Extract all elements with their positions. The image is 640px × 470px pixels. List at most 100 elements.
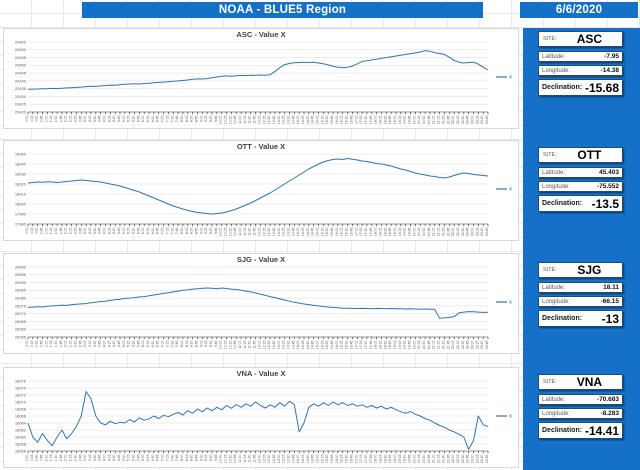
svg-text:18070: 18070 <box>15 399 27 404</box>
longitude-row[interactable]: Longitude: -66.15 <box>538 296 623 307</box>
svg-text:5:15: 5:15 <box>127 115 131 122</box>
svg-text:16:00: 16:00 <box>335 341 339 350</box>
svg-text:1:15: 1:15 <box>49 227 53 234</box>
svg-text:3:15: 3:15 <box>88 454 92 461</box>
svg-text:15:30: 15:30 <box>325 341 329 350</box>
longitude-value: -8.283 <box>600 410 619 417</box>
svg-text:14:15: 14:15 <box>301 116 305 125</box>
header-date-cell[interactable]: 6/6/2020 <box>520 2 638 18</box>
svg-text:16:30: 16:30 <box>345 116 349 125</box>
latitude-row[interactable]: Latitude: -70.683 <box>538 394 623 405</box>
latitude-row[interactable]: Latitude: 18.11 <box>538 282 623 293</box>
svg-text:21:30: 21:30 <box>441 228 445 237</box>
site-row[interactable]: SITE: VNA <box>538 374 623 390</box>
svg-text:14:45: 14:45 <box>311 341 315 350</box>
svg-text:3:00: 3:00 <box>83 340 87 347</box>
svg-text:15:00: 15:00 <box>316 228 320 237</box>
chart-asc[interactable]: 20420 20425 20430 20435 20440 20445 20450 20455… <box>3 28 519 129</box>
declination-row[interactable]: Declination: -13.5 <box>538 195 623 212</box>
svg-text:19:45: 19:45 <box>408 455 412 464</box>
svg-text:7:45: 7:45 <box>175 454 179 461</box>
svg-text:12:30: 12:30 <box>267 341 271 350</box>
svg-text:2:00: 2:00 <box>64 454 68 461</box>
svg-text:16:45: 16:45 <box>349 341 353 350</box>
svg-text:23:15: 23:15 <box>475 228 479 237</box>
svg-text:0:45: 0:45 <box>40 454 44 461</box>
svg-text:14:30: 14:30 <box>306 116 310 125</box>
svg-text:5:45: 5:45 <box>136 227 140 234</box>
svg-text:8:00: 8:00 <box>180 115 184 122</box>
svg-text:14:15: 14:15 <box>301 455 305 464</box>
svg-text:19:30: 19:30 <box>403 228 407 237</box>
svg-text:17:15: 17:15 <box>359 455 363 464</box>
svg-text:5:00: 5:00 <box>122 227 126 234</box>
svg-text:4:15: 4:15 <box>107 340 111 347</box>
svg-text:2:00: 2:00 <box>64 227 68 234</box>
svg-text:22:15: 22:15 <box>456 341 460 350</box>
svg-text:26375: 26375 <box>15 303 27 308</box>
declination-row[interactable]: Declination: -15.68 <box>538 79 623 96</box>
svg-text:10:45: 10:45 <box>233 228 237 237</box>
chart-title: SJG - Value X <box>236 255 286 264</box>
svg-text:X: X <box>509 300 512 305</box>
site-row[interactable]: SITE: ASC <box>538 31 623 47</box>
site-row[interactable]: SITE: OTT <box>538 147 623 163</box>
site-row[interactable]: SITE: SJG <box>538 262 623 278</box>
svg-text:16:30: 16:30 <box>345 228 349 237</box>
svg-text:20:45: 20:45 <box>427 341 431 350</box>
svg-text:16:00: 16:00 <box>335 455 339 464</box>
svg-text:18050: 18050 <box>15 151 27 156</box>
svg-text:9:15: 9:15 <box>204 454 208 461</box>
svg-text:11:45: 11:45 <box>253 115 257 123</box>
svg-text:16:00: 16:00 <box>335 228 339 237</box>
svg-text:8:45: 8:45 <box>195 340 199 347</box>
svg-text:18:00: 18:00 <box>374 228 378 237</box>
svg-text:0:15: 0:15 <box>30 454 34 461</box>
svg-text:1:45: 1:45 <box>59 340 63 347</box>
longitude-row[interactable]: Longitude: -8.283 <box>538 408 623 419</box>
longitude-row[interactable]: Longitude: -14.38 <box>538 65 623 76</box>
svg-text:19:30: 19:30 <box>403 116 407 125</box>
svg-text:19:00: 19:00 <box>393 455 397 464</box>
svg-text:X: X <box>509 75 512 80</box>
svg-text:13:30: 13:30 <box>287 228 291 237</box>
longitude-row[interactable]: Longitude: -75.552 <box>538 181 623 192</box>
chart-vna[interactable]: 18056 18058 18060 18062 18064 18066 18068 18070… <box>3 367 519 468</box>
svg-text:18058: 18058 <box>15 441 27 446</box>
svg-text:2:45: 2:45 <box>78 454 82 461</box>
svg-text:18:00: 18:00 <box>374 455 378 464</box>
svg-text:11:00: 11:00 <box>238 115 242 123</box>
svg-text:16:15: 16:15 <box>340 228 344 237</box>
chart-sjg[interactable]: 26355 26360 26365 26370 26375 26380 26385 26390… <box>3 253 519 354</box>
header-title-cell[interactable]: NOAA - BLUE5 Region <box>82 2 483 18</box>
svg-text:10:00: 10:00 <box>219 116 223 125</box>
svg-text:19:00: 19:00 <box>393 228 397 237</box>
svg-text:2:15: 2:15 <box>69 115 73 122</box>
svg-text:4:30: 4:30 <box>112 340 116 347</box>
chart-ott[interactable]: 17980 17990 18000 18010 18020 18030 18040 18050… <box>3 140 519 241</box>
svg-text:20:45: 20:45 <box>427 455 431 464</box>
svg-text:20455: 20455 <box>15 55 27 60</box>
declination-row[interactable]: Declination: -13 <box>538 310 623 327</box>
svg-text:23:00: 23:00 <box>471 228 475 237</box>
svg-text:18:45: 18:45 <box>388 455 392 464</box>
svg-text:19:00: 19:00 <box>393 341 397 350</box>
latitude-row[interactable]: Latitude: -7.95 <box>538 51 623 62</box>
svg-text:17980: 17980 <box>15 221 27 226</box>
declination-label: Declination: <box>542 200 583 207</box>
declination-row[interactable]: Declination: -14.41 <box>538 422 623 439</box>
svg-text:1:00: 1:00 <box>44 115 48 122</box>
svg-text:3:45: 3:45 <box>98 115 102 122</box>
svg-text:15:00: 15:00 <box>316 116 320 125</box>
svg-text:14:15: 14:15 <box>301 341 305 350</box>
svg-text:0:15: 0:15 <box>30 115 34 122</box>
svg-text:1:45: 1:45 <box>59 454 63 461</box>
svg-text:6:00: 6:00 <box>141 227 145 234</box>
svg-text:5:15: 5:15 <box>127 454 131 461</box>
latitude-value: -70.683 <box>596 396 619 403</box>
svg-text:18:30: 18:30 <box>383 228 387 237</box>
svg-text:1:15: 1:15 <box>49 340 53 347</box>
svg-text:21:00: 21:00 <box>432 455 436 464</box>
svg-text:20:15: 20:15 <box>417 228 421 237</box>
latitude-row[interactable]: Latitude: 45.403 <box>538 167 623 178</box>
